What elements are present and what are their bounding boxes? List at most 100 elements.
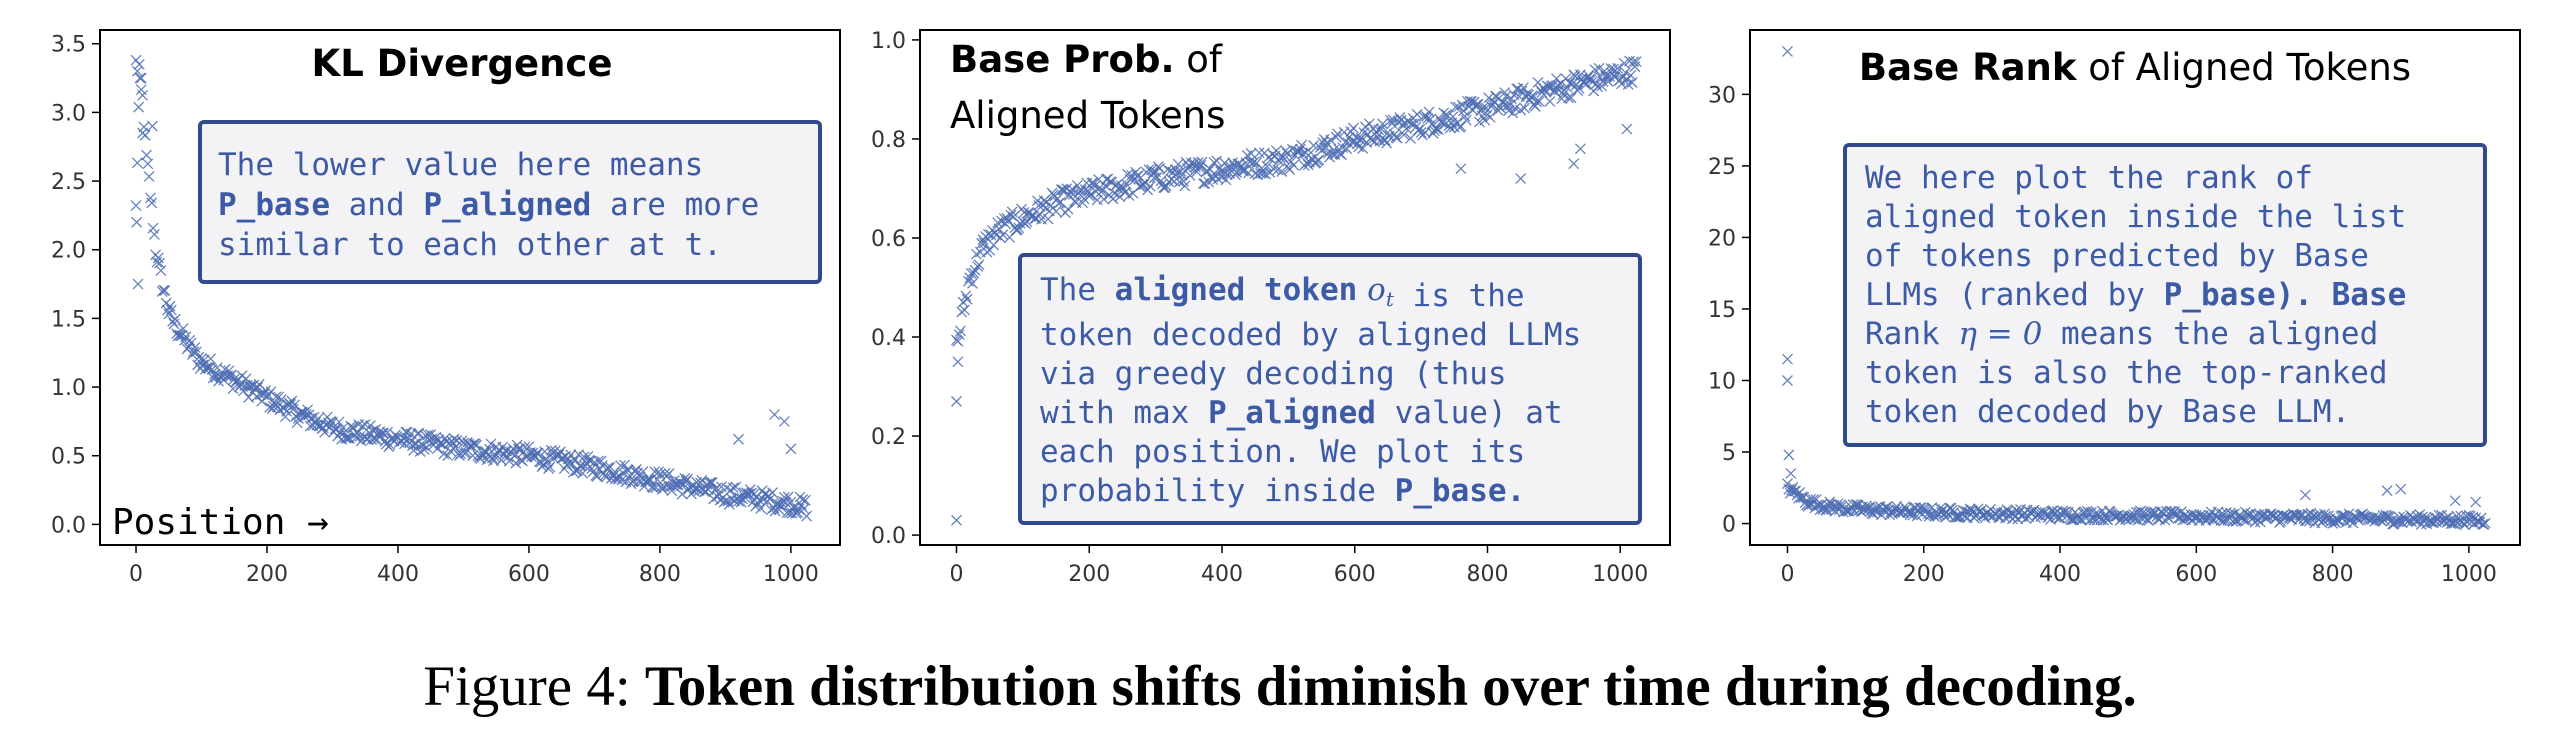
data-point [130,200,142,212]
base-prob-points [951,55,1642,526]
data-point [1460,114,1472,126]
data-point [696,474,708,486]
data-point [347,422,359,434]
data-point [155,265,167,277]
y-tick-label: 10 [1708,369,1736,394]
annotation-text-segment: P_base [218,187,330,223]
data-point [193,351,205,363]
data-point [663,468,675,479]
base-rank-y-ticks: 0 5 10 15 20 25 30 [1708,83,1750,538]
data-point [706,477,718,489]
annotation-text-segment: aligned token [1115,272,1358,308]
y-tick-label: 0 [1722,513,1736,538]
data-point [1308,140,1320,151]
annotation-text-segment: We here plot the rank of [1865,160,2313,196]
data-point [1544,96,1556,107]
data-point [2085,506,2097,518]
data-point [137,89,149,101]
data-point [544,461,556,473]
data-point [2299,515,2311,527]
data-point [1447,111,1459,123]
x-tick-label: 600 [1334,562,1376,587]
x-tick-label: 600 [508,562,550,587]
data-point [733,433,744,445]
data-point [1357,142,1369,154]
annotation-text-segment: P_aligned [423,187,591,223]
annotation-text-segment: o [1357,272,1386,308]
data-point [1005,209,1017,221]
data-point [1904,509,1916,521]
y-tick-label: 5 [1722,441,1736,466]
data-point [451,435,463,446]
data-point [151,256,163,268]
data-point [966,277,978,289]
data-point [471,439,483,451]
data-point [1313,154,1325,166]
data-point [797,494,809,505]
y-tick-label: 3.5 [51,33,86,58]
x-tick-label: 400 [377,562,419,587]
base-rank-annotation-box [1843,143,2487,447]
data-point [1590,78,1602,90]
data-point [270,391,282,403]
data-point [510,457,522,469]
data-point [1568,158,1580,170]
data-point [1274,152,1286,164]
data-point [1139,177,1151,189]
base-prob-panel: Base Prob. of Aligned Tokens 0 200 400 600 8… [871,29,1671,587]
data-point [1861,500,1872,512]
annotation-text-segment: token decoded by Base LLM. [1865,394,2350,430]
y-tick-label: 0.4 [871,326,906,351]
annotation-text-segment: P_aligned [1208,395,1376,431]
data-point [1562,92,1574,104]
data-point [1411,108,1423,120]
data-point [1557,89,1569,101]
data-point [1533,95,1545,107]
data-point [1589,64,1601,76]
y-tick-label: 0.6 [871,227,906,252]
data-point [361,433,372,445]
kl-divergence-y-ticks: 0.0 0.5 1.0 1.5 2.0 2.5 3.0 3.5 [51,33,100,538]
base-rank-title: Base Rank of Aligned Tokens [1859,46,2411,89]
data-point [179,334,190,346]
y-tick-label: 0.5 [51,445,86,470]
data-point [1450,101,1462,113]
data-point [2395,483,2407,495]
x-tick-label: 1000 [763,562,819,587]
data-point [997,229,1009,241]
annotation-text-segment: η = 0 [1958,316,2042,352]
data-point [131,157,143,169]
data-point [1330,131,1342,143]
annotation-text-segment: Rank [1865,316,1958,352]
data-point [1288,159,1300,171]
data-point [1782,375,1793,386]
data-point [1626,77,1638,88]
data-point [1221,169,1233,181]
base-prob-y-ticks: 0.0 0.2 0.4 0.6 0.8 1.0 [871,29,920,549]
data-point [1391,132,1403,144]
annotation-text-segment: ). Base [2276,277,2407,313]
data-point [1174,176,1185,188]
data-point [439,432,451,444]
data-point [1785,468,1797,479]
base-rank-x-ticks: 0 200 400 600 800 1000 [1780,545,2497,587]
x-tick-label: 800 [1466,562,1508,587]
y-tick-label: 2.0 [51,239,86,264]
data-point [1495,102,1507,114]
figure-caption: Figure 4: Token distribution shifts dimi… [423,655,2136,718]
data-point [1385,114,1397,126]
data-point [1179,180,1191,192]
data-point [2477,518,2488,530]
x-tick-label: 0 [1780,562,1794,587]
x-tick-label: 200 [1068,562,1110,587]
data-point [653,466,665,478]
data-point [177,323,189,334]
y-tick-label: 30 [1708,83,1736,108]
data-point [468,438,480,450]
data-point [131,216,143,228]
data-point [281,405,293,417]
data-point [780,496,792,508]
data-point [137,127,149,139]
data-point [147,222,159,234]
y-tick-label: 3.0 [51,101,86,126]
